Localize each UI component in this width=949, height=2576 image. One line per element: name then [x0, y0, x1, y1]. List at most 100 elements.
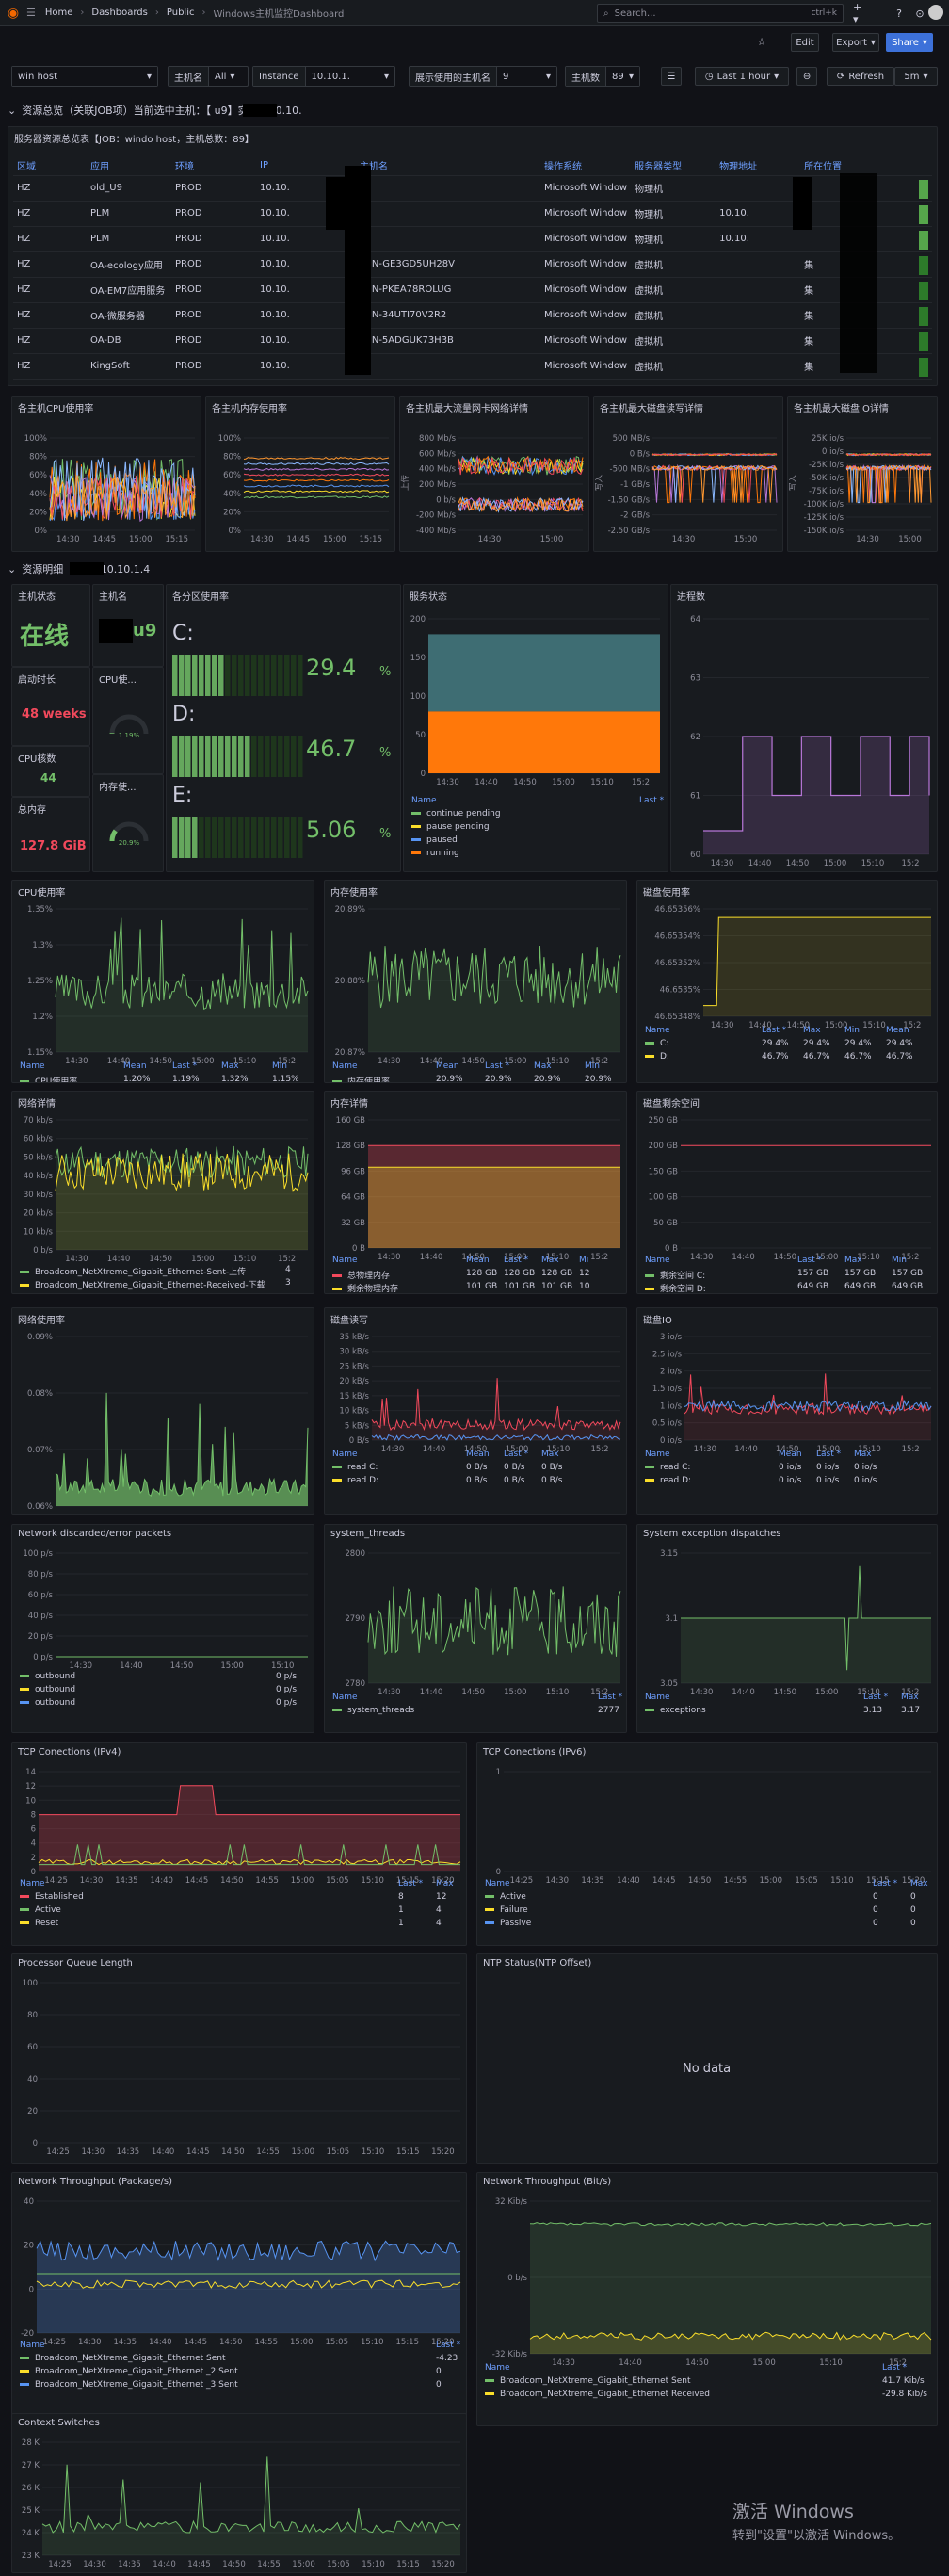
- grafana-logo-icon[interactable]: ◉: [7, 5, 20, 21]
- table-row[interactable]: HZ old_U9 PROD 10.10. Microsoft Window 物理机: [13, 175, 932, 202]
- legend-item[interactable]: 剩余空间 D:: [645, 1282, 706, 1293]
- legend-item[interactable]: Broadcom_NetXtreme_Gigabit_Ethernet Rece…: [485, 2390, 710, 2399]
- legend-header[interactable]: Mi: [579, 1256, 589, 1265]
- legend-item[interactable]: Broadcom_NetXtreme_Gigabit_Ethernet _2 S…: [20, 2367, 238, 2376]
- legend-header[interactable]: Mean: [466, 1256, 490, 1265]
- help-icon[interactable]: ?: [896, 7, 902, 20]
- legend-header[interactable]: Name: [645, 1026, 670, 1035]
- legend-header[interactable]: Name: [485, 2363, 510, 2373]
- legend-header[interactable]: Mean: [886, 1026, 909, 1035]
- breadcrumb-dashboard-title[interactable]: Windows主机监控Dashboard: [213, 9, 345, 20]
- var-instance[interactable]: Instance 10.10.1. ▾: [252, 66, 395, 87]
- legend-header[interactable]: Min: [272, 1061, 287, 1071]
- legend-header[interactable]: Mean: [436, 1061, 459, 1071]
- export-button[interactable]: Export ▾: [832, 33, 879, 52]
- legend-header[interactable]: Last *: [873, 1879, 898, 1888]
- legend-header[interactable]: Max: [436, 1879, 454, 1888]
- search-input[interactable]: ⌕ Search... ctrl+k: [597, 4, 844, 23]
- legend-item[interactable]: Active: [485, 1892, 526, 1902]
- refresh-interval-button[interactable]: 5m ▾: [894, 67, 938, 86]
- table-row[interactable]: HZ OA-ecology应用 PROD 10.10. WIN-GE3GD5UH28V M…: [13, 251, 932, 278]
- legend-item[interactable]: Established: [20, 1892, 84, 1902]
- share-button[interactable]: Share ▾: [886, 33, 933, 52]
- legend-item[interactable]: Active: [20, 1905, 61, 1915]
- legend-item[interactable]: system_threads: [332, 1706, 414, 1715]
- legend-item[interactable]: outbound: [20, 1672, 75, 1681]
- legend-item[interactable]: Broadcom_NetXtreme_Gigabit_Ethernet Sent: [485, 2376, 691, 2386]
- legend-item[interactable]: Reset: [20, 1919, 58, 1928]
- layout-toggle-button[interactable]: ☰: [661, 67, 682, 86]
- legend-header[interactable]: Min: [892, 1256, 907, 1265]
- legend-header[interactable]: Name: [645, 1450, 670, 1459]
- legend-item[interactable]: Broadcom_NetXtreme_Gigabit_Ethernet Sent: [20, 2354, 226, 2363]
- legend-item[interactable]: pause pending: [411, 822, 490, 832]
- legend-item[interactable]: 剩余物理内存: [332, 1282, 398, 1293]
- table-row[interactable]: HZ KingSoft PROD 10.10. Microsoft Window 虚拟机 集: [13, 353, 932, 380]
- col-header[interactable]: 物理地址: [716, 156, 801, 176]
- legend-item[interactable]: Failure: [485, 1905, 528, 1915]
- legend-item[interactable]: running: [411, 849, 459, 858]
- breadcrumb-public[interactable]: Public: [166, 8, 195, 18]
- legend-item[interactable]: 总物理内存: [332, 1269, 390, 1281]
- legend-header[interactable]: Name: [20, 1879, 45, 1888]
- col-header[interactable]: 服务器类型: [631, 156, 716, 176]
- col-header[interactable]: IP: [256, 156, 356, 176]
- legend-header[interactable]: Last *: [639, 796, 665, 805]
- legend-item[interactable]: Broadcom_NetXtreme_Gigabit_Ethernet-Rece…: [20, 1278, 265, 1290]
- legend-header[interactable]: Name: [332, 1450, 358, 1459]
- legend-header[interactable]: Max: [910, 1879, 928, 1888]
- plus-icon[interactable]: + ▾: [853, 1, 862, 25]
- legend-header[interactable]: Max: [541, 1450, 559, 1459]
- legend-header[interactable]: Last *: [485, 1061, 510, 1071]
- legend-header[interactable]: Name: [411, 796, 437, 805]
- legend-header[interactable]: Last *: [504, 1450, 529, 1459]
- legend-item[interactable]: 剩余空间 C:: [645, 1269, 705, 1281]
- legend-item[interactable]: outbound: [20, 1685, 75, 1694]
- legend-header[interactable]: Name: [332, 1061, 358, 1071]
- legend-item[interactable]: read C:: [332, 1463, 378, 1472]
- legend-header[interactable]: Last *: [797, 1256, 823, 1265]
- legend-header[interactable]: Max: [854, 1450, 872, 1459]
- legend-header[interactable]: Last *: [762, 1026, 787, 1035]
- col-header[interactable]: 所在位置: [800, 156, 932, 176]
- legend-item[interactable]: read D:: [645, 1476, 691, 1485]
- legend-header[interactable]: Max: [541, 1256, 559, 1265]
- legend-header[interactable]: Name: [332, 1256, 358, 1265]
- breadcrumb-dashboards[interactable]: Dashboards: [91, 8, 148, 18]
- legend-header[interactable]: Name: [20, 1061, 45, 1071]
- legend-header[interactable]: Last *: [504, 1256, 529, 1265]
- legend-item[interactable]: Broadcom_NetXtreme_Gigabit_Ethernet-Sent…: [20, 1265, 246, 1277]
- legend-header[interactable]: Name: [645, 1693, 670, 1702]
- legend-header[interactable]: Max: [221, 1061, 239, 1071]
- var-hostname[interactable]: 主机名 All ▾: [168, 66, 249, 87]
- legend-header[interactable]: Max: [901, 1693, 919, 1702]
- refresh-button[interactable]: ⟳ Refresh: [827, 67, 894, 86]
- legend-item[interactable]: continue pending: [411, 809, 501, 818]
- legend-item[interactable]: Broadcom_NetXtreme_Gigabit_Ethernet _3 S…: [20, 2380, 238, 2390]
- legend-header[interactable]: Last *: [882, 2363, 908, 2373]
- col-header[interactable]: 操作系统: [540, 156, 632, 176]
- col-header[interactable]: 应用: [87, 156, 171, 176]
- legend-header[interactable]: Last *: [598, 1693, 623, 1702]
- legend-item[interactable]: CPU使用率: [20, 1075, 77, 1082]
- legend-header[interactable]: Mean: [466, 1450, 490, 1459]
- legend-header[interactable]: Name: [485, 1879, 510, 1888]
- legend-header[interactable]: Last *: [436, 2341, 461, 2350]
- legend-item[interactable]: Passive: [485, 1919, 531, 1928]
- legend-header[interactable]: Min: [585, 1061, 600, 1071]
- col-header[interactable]: 环境: [171, 156, 256, 176]
- legend-item[interactable]: D:: [645, 1052, 669, 1061]
- legend-item[interactable]: 内存使用率: [332, 1075, 390, 1082]
- avatar[interactable]: [928, 5, 943, 20]
- legend-item[interactable]: paused: [411, 835, 458, 845]
- star-icon[interactable]: ☆: [757, 35, 766, 48]
- menu-icon[interactable]: ☰: [26, 7, 36, 19]
- legend-header[interactable]: Mean: [123, 1061, 147, 1071]
- legend-header[interactable]: Min: [844, 1026, 860, 1035]
- breadcrumb-home[interactable]: Home: [44, 8, 73, 18]
- legend-item[interactable]: outbound: [20, 1698, 75, 1708]
- table-row[interactable]: HZ OA-微服务器 PROD 10.10. WIN-34UTI70V2R2 Micros…: [13, 302, 932, 329]
- var-host-count[interactable]: 主机数 89 ▾: [565, 66, 640, 87]
- row-overview-header[interactable]: ⌄ 资源总览（关联JOB项）当前选中主机：【 u9】实例：10.10.: [8, 101, 302, 120]
